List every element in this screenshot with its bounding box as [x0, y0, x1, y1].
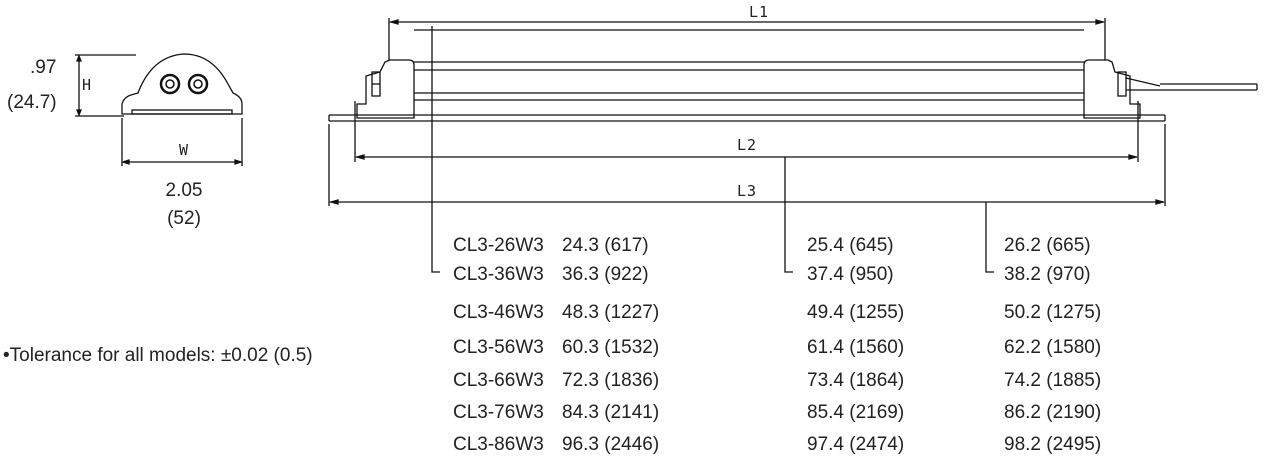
model-cell: CL3-36W3 [453, 264, 544, 285]
l1-cell: 60.3 (1532) [562, 337, 660, 358]
l2-cell: 49.4 (1255) [807, 302, 905, 323]
socket-icon [159, 73, 209, 95]
l2-cell: 61.4 (1560) [807, 337, 905, 358]
l1-dimension [388, 18, 1106, 60]
right-end-cap [1083, 59, 1141, 119]
l2-label: L2 [736, 136, 758, 154]
l3-cell: 50.2 (1275) [1004, 302, 1102, 323]
width-symbol: W [178, 141, 190, 159]
l1-cell: 72.3 (1836) [562, 370, 660, 391]
l2-cell: 37.4 (950) [807, 264, 894, 285]
l1-label: L1 [748, 3, 770, 21]
tolerance-note: •Tolerance for all models: ±0.02 (0.5) [3, 345, 313, 366]
l3-cell: 86.2 (2190) [1004, 402, 1102, 423]
l3-cell: 74.2 (1885) [1004, 370, 1102, 391]
width-dimension [120, 118, 244, 166]
l2-dimension [354, 101, 1139, 162]
model-cell: CL3-66W3 [453, 370, 544, 391]
l3-cell: 26.2 (665) [1004, 235, 1091, 256]
l1-cell: 84.3 (2141) [562, 402, 660, 423]
height-dimension [75, 54, 136, 117]
l2-cell: 85.4 (2169) [807, 402, 905, 423]
model-cell: CL3-56W3 [453, 337, 544, 358]
l2-cell: 97.4 (2474) [807, 434, 905, 455]
height-mm: (24.7) [7, 92, 57, 113]
left-end-cap [356, 59, 415, 119]
power-cable [1125, 77, 1258, 91]
l1-cell: 48.3 (1227) [562, 302, 660, 323]
width-mm: (52) [167, 208, 201, 229]
l3-cell: 62.2 (1580) [1004, 337, 1102, 358]
width-inches: 2.05 [165, 180, 203, 201]
height-symbol: H [82, 76, 93, 94]
l3-dimension [328, 124, 1166, 206]
l2-cell: 25.4 (645) [807, 235, 894, 256]
end-view-profile [121, 53, 243, 115]
model-cell: CL3-86W3 [453, 434, 544, 455]
model-cell: CL3-26W3 [453, 235, 544, 256]
l3-cell: 38.2 (970) [1004, 264, 1091, 285]
lamp-tube [414, 29, 1084, 101]
l3-label: L3 [736, 182, 758, 200]
model-cell: CL3-76W3 [453, 402, 544, 423]
height-inches: .97 [30, 57, 57, 78]
l3-cell: 98.2 (2495) [1004, 434, 1102, 455]
l1-cell: 96.3 (2446) [562, 434, 660, 455]
l2-cell: 73.4 (1864) [807, 370, 905, 391]
l1-cell: 36.3 (922) [562, 264, 649, 285]
mounting-base [328, 114, 1166, 122]
model-cell: CL3-46W3 [453, 302, 544, 323]
leader-lines [431, 26, 994, 273]
l1-cell: 24.3 (617) [562, 235, 649, 256]
